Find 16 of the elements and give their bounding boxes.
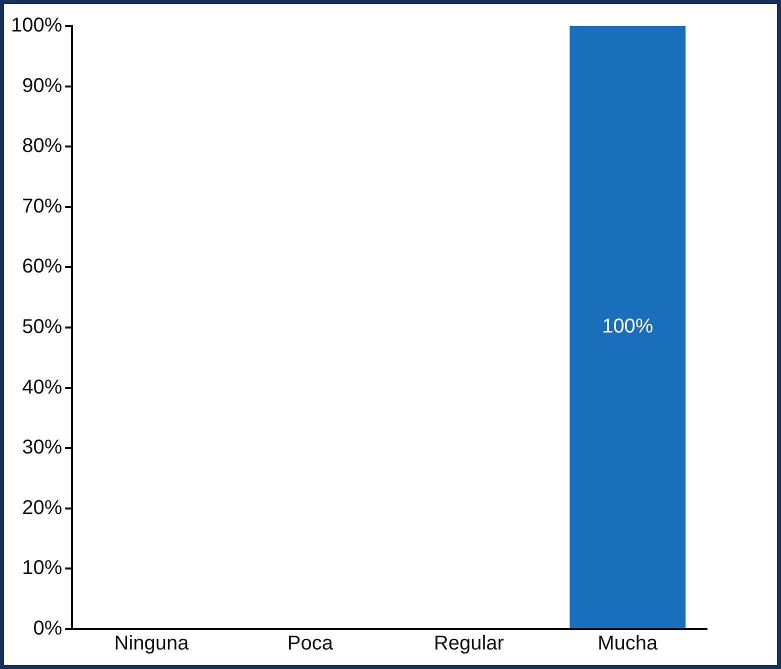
y-tick-label: 90% [22, 74, 62, 97]
y-tick-label: 20% [22, 496, 62, 519]
x-tick-label: Ninguna [114, 632, 190, 655]
x-tick-label: Poca [287, 632, 334, 655]
y-tick-label: 70% [22, 195, 62, 218]
y-tick-label: 50% [22, 316, 62, 338]
y-tick-label: 30% [22, 436, 62, 459]
x-tick-label: Regular [434, 632, 504, 655]
y-tick-label: 10% [22, 557, 62, 580]
y-tick-label: 80% [22, 135, 62, 158]
y-tick-label: 60% [22, 256, 62, 278]
y-tick-label: 40% [22, 376, 62, 398]
y-tick-label: 100% [10, 14, 62, 37]
y-tick-label: 0% [33, 618, 62, 640]
x-tick-label: Mucha [598, 632, 659, 655]
data-label: 100% [602, 316, 654, 338]
